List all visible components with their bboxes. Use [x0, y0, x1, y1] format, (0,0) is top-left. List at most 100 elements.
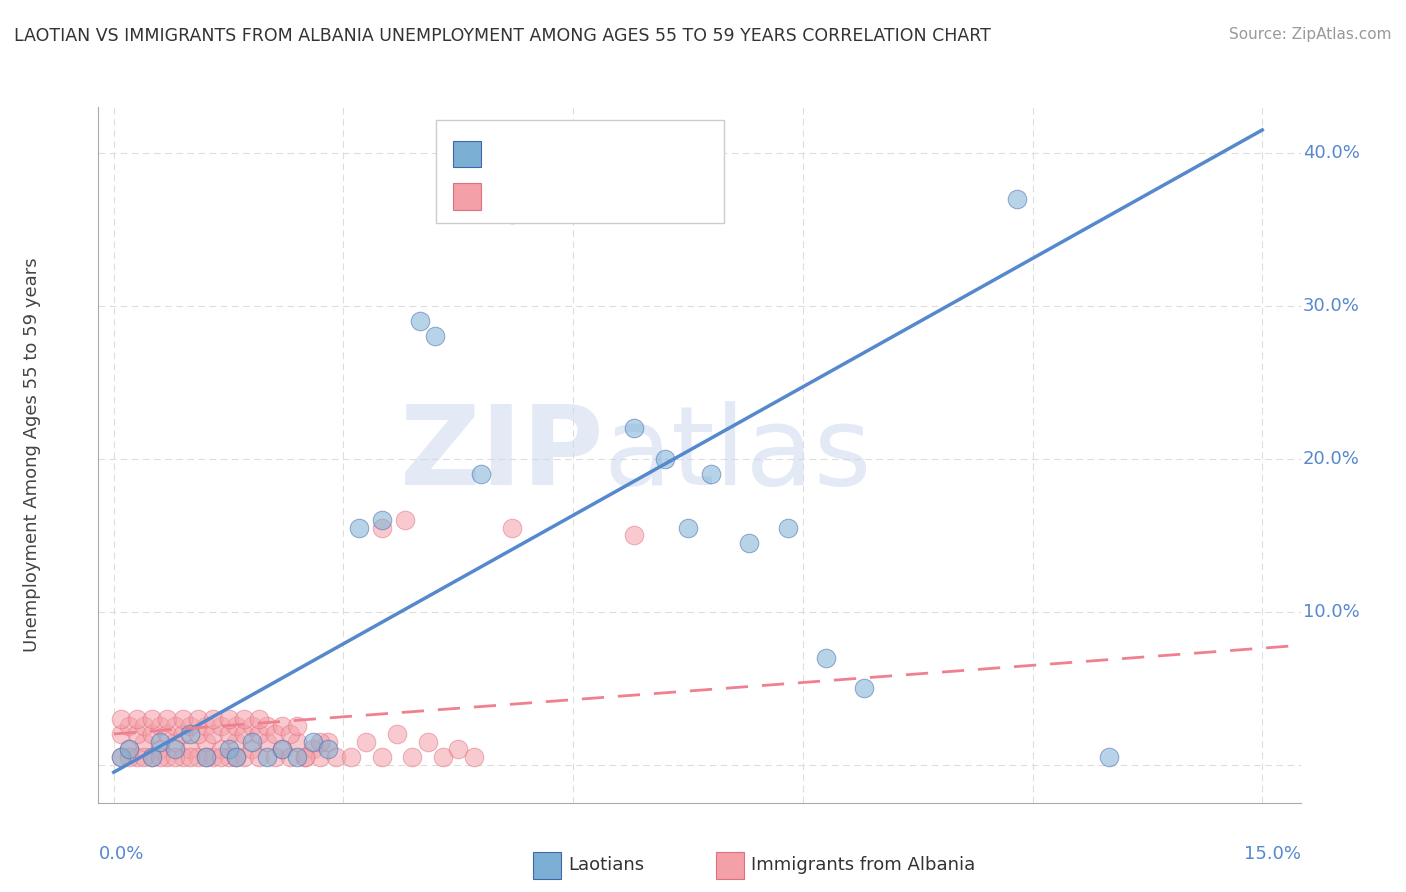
Point: [394, 513, 416, 527]
Point: [776, 520, 799, 534]
Point: [218, 727, 240, 741]
Point: [172, 727, 194, 741]
Point: [309, 734, 332, 748]
Point: [141, 750, 163, 764]
Point: [110, 750, 132, 764]
Point: [340, 750, 363, 764]
Point: [209, 750, 232, 764]
Point: [240, 734, 263, 748]
Text: R = 0.678    N = 31: R = 0.678 N = 31: [488, 145, 679, 163]
Point: [347, 520, 370, 534]
Point: [194, 750, 217, 764]
Point: [163, 719, 186, 733]
Text: 15.0%: 15.0%: [1243, 845, 1301, 863]
Point: [141, 712, 163, 726]
Point: [232, 727, 254, 741]
Point: [247, 712, 270, 726]
Text: 30.0%: 30.0%: [1303, 297, 1360, 315]
Point: [623, 528, 645, 542]
Point: [271, 742, 294, 756]
Text: R = 0.101    N = 85: R = 0.101 N = 85: [488, 187, 679, 205]
Point: [409, 314, 432, 328]
Text: ZIP: ZIP: [399, 401, 603, 508]
Point: [738, 536, 761, 550]
Point: [501, 520, 523, 534]
Point: [278, 750, 301, 764]
Point: [118, 742, 141, 756]
Point: [700, 467, 723, 481]
Point: [240, 719, 263, 733]
Point: [110, 727, 132, 741]
Point: [470, 467, 492, 481]
Point: [225, 750, 247, 764]
Point: [202, 727, 225, 741]
Point: [125, 750, 148, 764]
Point: [271, 719, 294, 733]
Point: [432, 750, 454, 764]
Point: [163, 750, 186, 764]
Text: Immigrants from Albania: Immigrants from Albania: [751, 856, 974, 874]
Point: [301, 734, 323, 748]
Point: [463, 750, 485, 764]
Point: [225, 734, 247, 748]
Point: [278, 727, 301, 741]
Point: [287, 734, 309, 748]
Point: [118, 742, 141, 756]
Point: [179, 719, 201, 733]
Point: [149, 750, 172, 764]
Point: [263, 750, 285, 764]
Point: [316, 734, 339, 748]
Point: [225, 750, 247, 764]
Point: [416, 734, 439, 748]
Point: [247, 727, 270, 741]
Point: [156, 750, 179, 764]
Point: [623, 421, 645, 435]
Point: [179, 727, 201, 741]
Point: [385, 727, 408, 741]
Point: [187, 750, 209, 764]
Point: [202, 750, 225, 764]
Point: [218, 750, 240, 764]
Point: [187, 712, 209, 726]
Point: [256, 719, 278, 733]
Text: 10.0%: 10.0%: [1303, 603, 1360, 621]
Point: [370, 750, 392, 764]
Point: [287, 719, 309, 733]
Point: [247, 750, 270, 764]
Point: [294, 750, 316, 764]
Point: [256, 750, 278, 764]
Point: [172, 750, 194, 764]
Point: [163, 734, 186, 748]
Point: [356, 734, 378, 748]
Point: [209, 719, 232, 733]
Point: [370, 520, 392, 534]
Point: [316, 742, 339, 756]
Point: [156, 727, 179, 741]
Point: [447, 742, 470, 756]
Point: [179, 742, 201, 756]
Point: [149, 719, 172, 733]
Point: [225, 719, 247, 733]
Point: [172, 712, 194, 726]
Point: [218, 712, 240, 726]
Point: [149, 734, 172, 748]
Text: 20.0%: 20.0%: [1303, 450, 1360, 467]
Point: [156, 712, 179, 726]
Point: [676, 520, 699, 534]
Point: [202, 712, 225, 726]
Text: LAOTIAN VS IMMIGRANTS FROM ALBANIA UNEMPLOYMENT AMONG AGES 55 TO 59 YEARS CORREL: LAOTIAN VS IMMIGRANTS FROM ALBANIA UNEMP…: [14, 27, 991, 45]
Point: [501, 207, 523, 221]
Point: [309, 750, 332, 764]
Point: [853, 681, 876, 695]
Point: [232, 712, 254, 726]
Point: [118, 719, 141, 733]
Point: [370, 513, 392, 527]
Point: [232, 750, 254, 764]
Point: [294, 750, 316, 764]
Text: 0.0%: 0.0%: [98, 845, 143, 863]
Point: [1007, 192, 1029, 206]
Point: [209, 742, 232, 756]
Text: Laotians: Laotians: [568, 856, 644, 874]
Point: [110, 750, 132, 764]
Point: [194, 719, 217, 733]
